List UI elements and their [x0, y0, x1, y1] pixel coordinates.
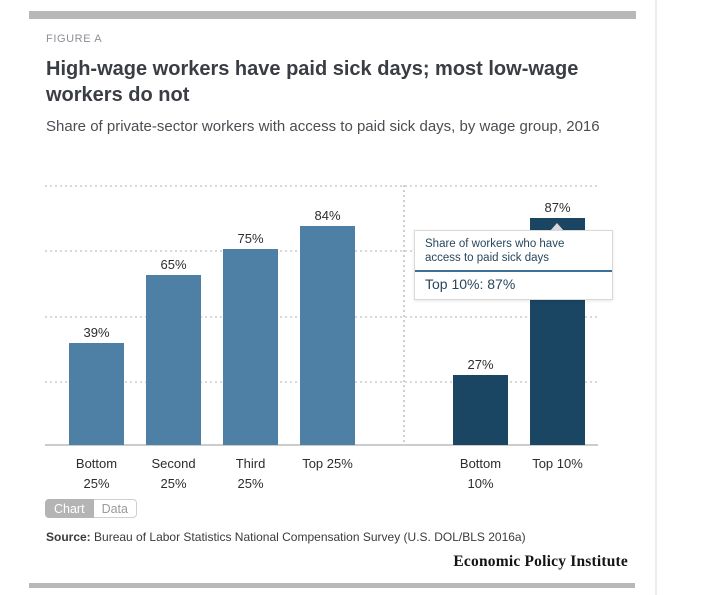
tooltip-caret-icon	[550, 223, 564, 231]
source-text: Bureau of Labor Statistics National Comp…	[94, 530, 526, 544]
tooltip-value: Top 10%: 87%	[425, 276, 516, 292]
x-axis-label-line: Bottom	[75, 456, 118, 471]
bar-value-label: 84%	[314, 207, 341, 223]
x-axis-label-line: Top 25%	[302, 456, 353, 471]
x-axis-label-line: 25%	[237, 476, 264, 491]
x-axis-label-line: Top 10%	[532, 456, 583, 471]
bottom-divider-bar	[29, 583, 635, 588]
bar-third-25-[interactable]	[223, 249, 278, 445]
bar-value-label: 75%	[237, 231, 264, 247]
epi-wordmark: Economic Policy Institute	[453, 553, 628, 570]
bar-value-label: 39%	[83, 325, 110, 341]
x-axis-label-line: Bottom	[459, 456, 502, 471]
bar-value-label: 27%	[467, 356, 494, 372]
group-divider-line	[402, 185, 405, 446]
tooltip-description: Share of workers who have access to paid…	[425, 238, 565, 264]
x-axis-label-line: 25%	[160, 476, 187, 491]
x-axis-label: Top 10%	[513, 454, 603, 474]
figure-label: FIGURE A	[46, 33, 103, 45]
x-axis-label-line: 25%	[83, 476, 110, 491]
tooltip-divider	[415, 270, 612, 272]
x-axis-label: Second 25%	[129, 454, 219, 494]
x-axis-label-line: 10%	[467, 476, 494, 491]
top-divider-bar	[29, 11, 636, 19]
bar-value-label: 65%	[160, 257, 187, 273]
x-axis-line	[45, 444, 598, 446]
bar-bottom-10-[interactable]	[453, 374, 508, 445]
chart-tab-button[interactable]: Chart	[45, 499, 94, 518]
bar-bottom-25-[interactable]	[69, 343, 124, 445]
bar-top-25-[interactable]	[300, 225, 355, 445]
data-tab-button[interactable]: Data	[93, 499, 137, 518]
x-axis-label: Third 25%	[206, 454, 296, 494]
source-label: Source:	[46, 530, 91, 544]
x-axis-label: Bottom 10%	[436, 454, 526, 494]
x-axis-label-line: Second	[151, 456, 196, 471]
bar-value-label: 87%	[544, 199, 571, 215]
chart-data-toggle: Chart Data	[45, 499, 137, 518]
chart-title: High-wage workers have paid sick days; m…	[46, 58, 579, 106]
bar-second-25-[interactable]	[146, 275, 201, 445]
x-axis-label: Bottom 25%	[52, 454, 142, 494]
source-line: Source: Bureau of Labor Statistics Natio…	[46, 530, 526, 544]
x-axis-label-line: Third	[235, 456, 266, 471]
page-right-border	[655, 0, 657, 595]
tooltip: Share of workers who have access to paid…	[414, 223, 613, 300]
chart-subtitle: Share of private-sector workers with acc…	[46, 118, 600, 135]
gridline-100-percent	[45, 185, 598, 187]
x-axis-label: Top 25%	[283, 454, 373, 474]
bar-chart: 39% Bottom 25% 65% Second 25% 75% Third 25% 84% To…	[45, 185, 598, 491]
